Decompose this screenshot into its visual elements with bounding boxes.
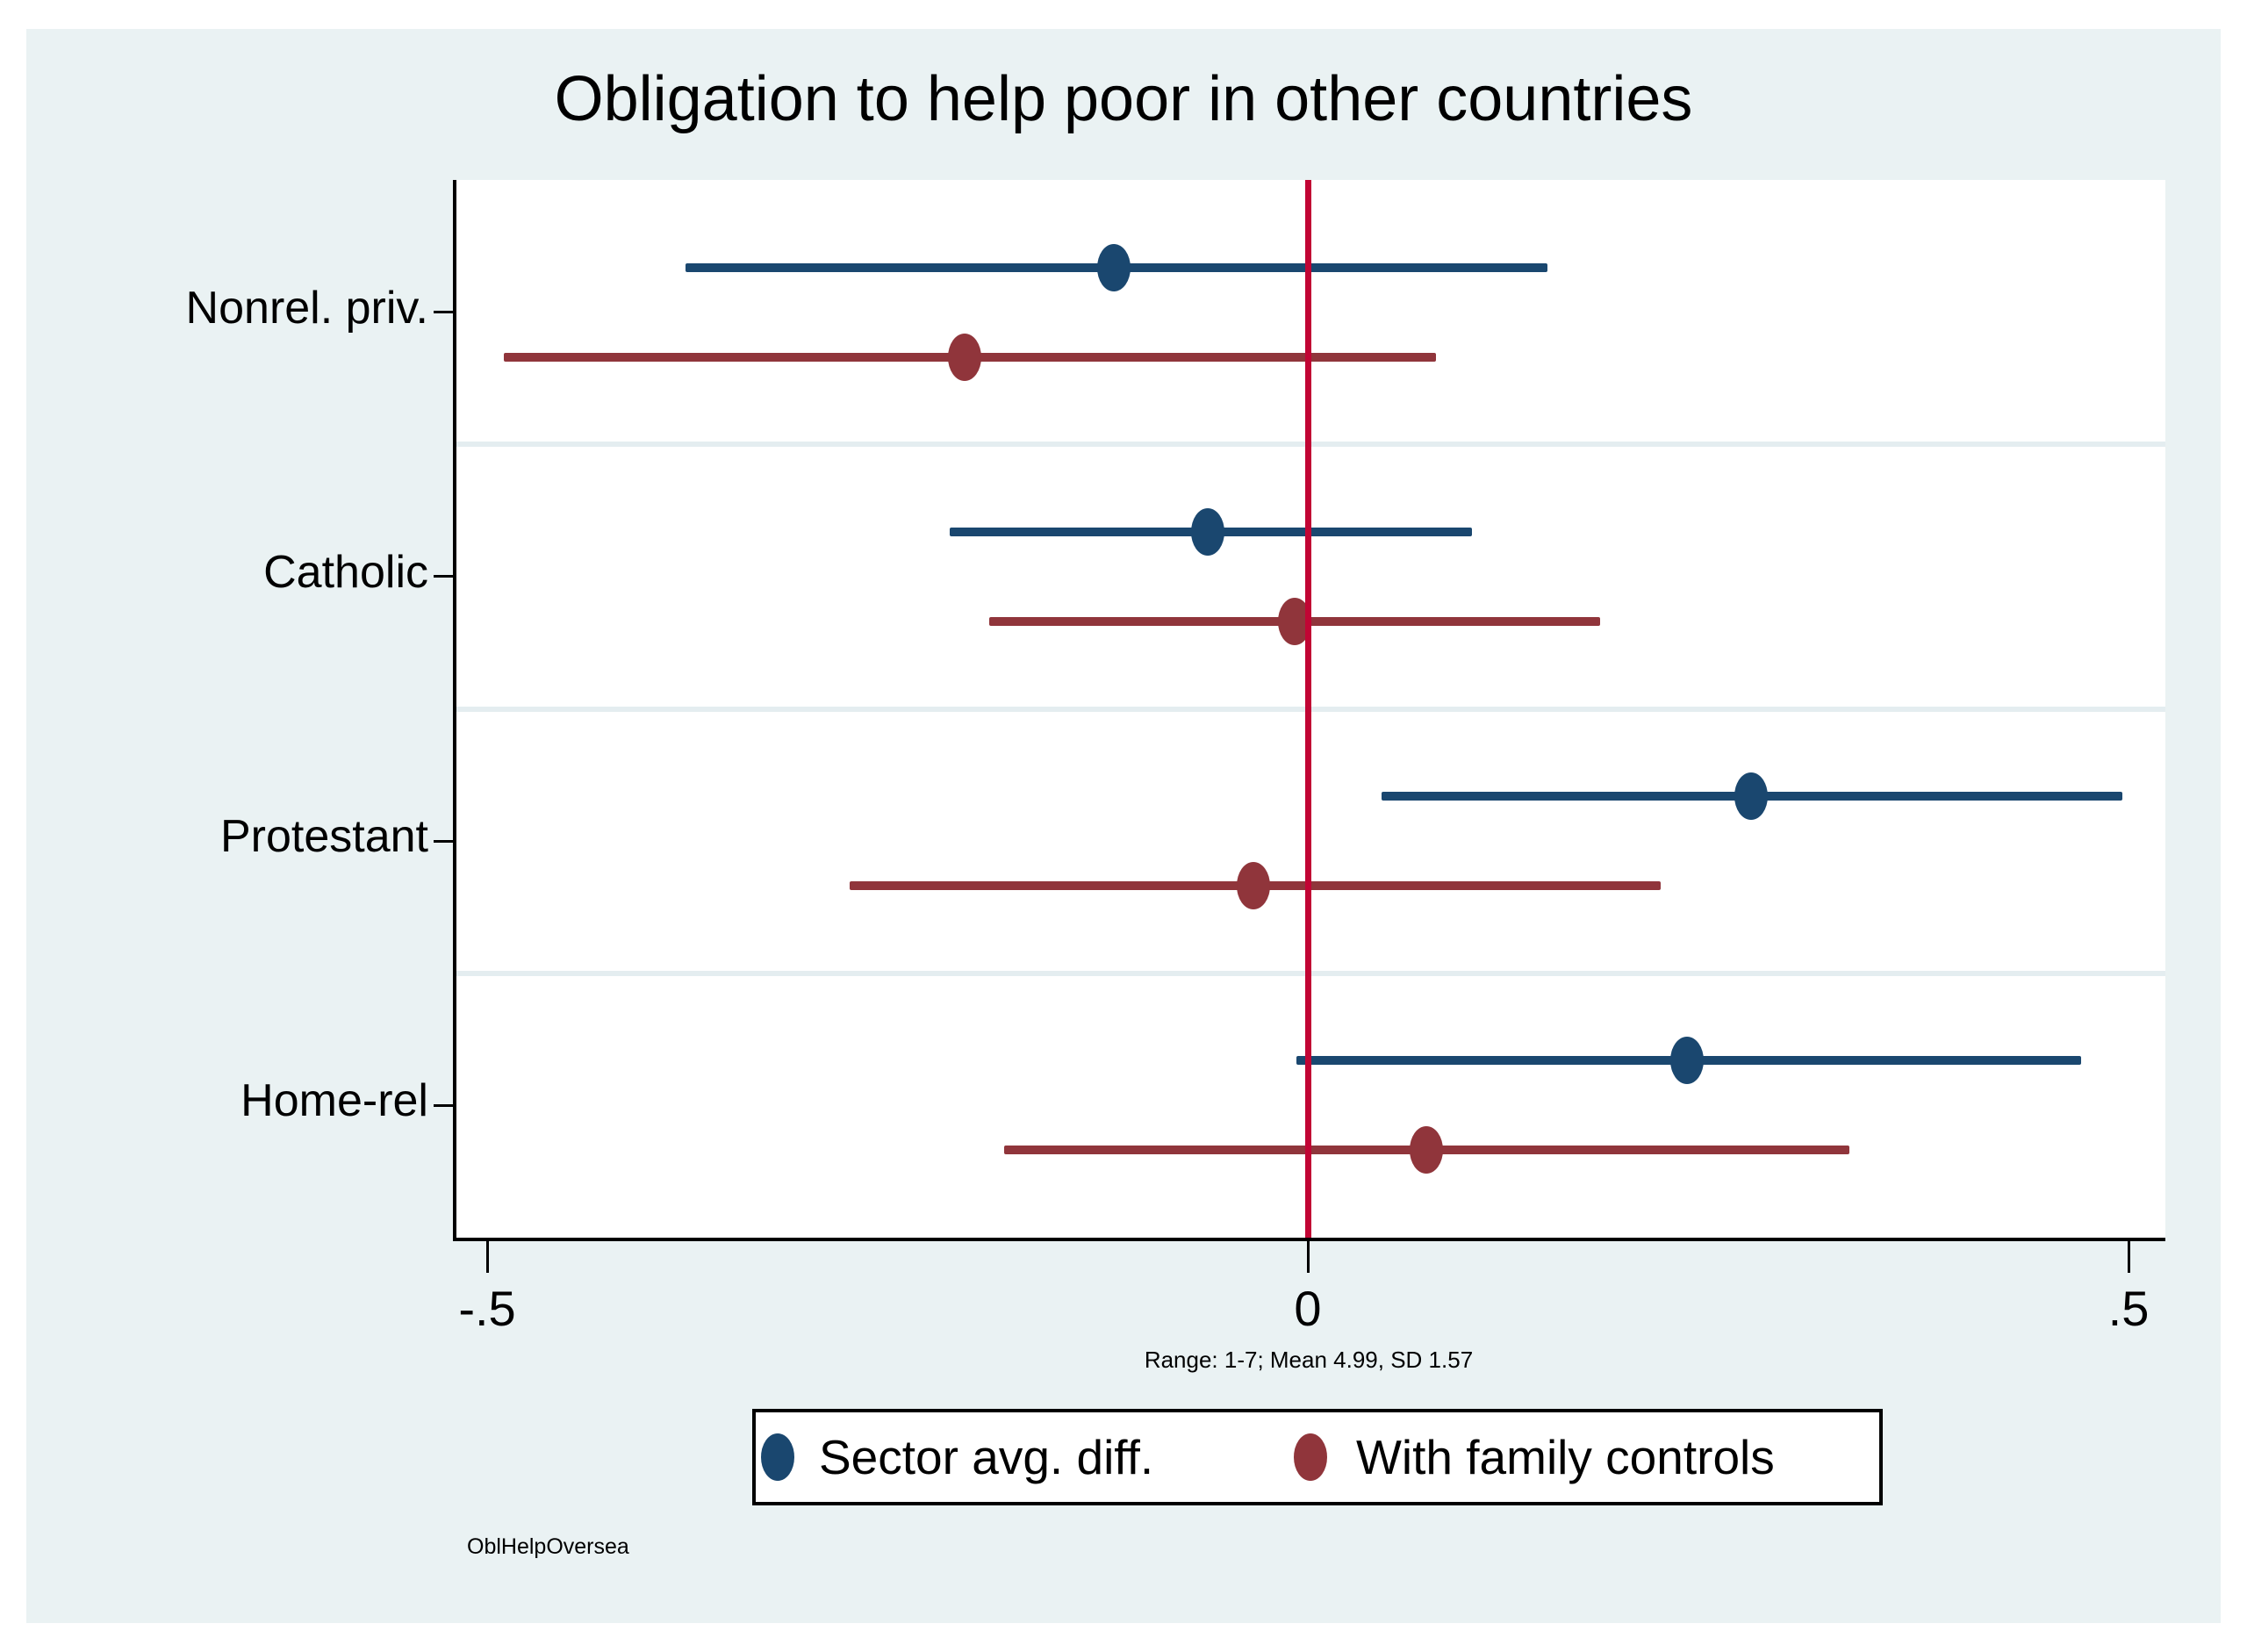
x-axis-tick [1306, 1241, 1310, 1273]
axis-note: Range: 1-7; Mean 4.99, SD 1.57 [1144, 1347, 1474, 1373]
zero-reference-line [1304, 180, 1311, 1238]
point-estimate-marker [1409, 1126, 1443, 1174]
x-axis-line [453, 1238, 2165, 1241]
y-axis-line [453, 180, 456, 1241]
point-estimate-marker [948, 333, 982, 381]
point-estimate-marker [1669, 1037, 1704, 1085]
legend-label-1: Sector avg. diff. [819, 1430, 1154, 1484]
category-gridline [456, 442, 2165, 448]
chart-title: Obligation to help poor in other countri… [554, 64, 1693, 134]
y-axis-tick [434, 311, 455, 314]
plot-area [456, 180, 2165, 1238]
legend-marker-1 [761, 1433, 794, 1481]
legend: Sector avg. diff. With family controls [752, 1409, 1883, 1505]
y-axis-tick [434, 839, 455, 843]
x-axis-tick-label: 0 [1294, 1281, 1322, 1336]
y-axis-tick [434, 575, 455, 578]
category-gridline [456, 706, 2165, 712]
x-axis-tick-label: -.5 [458, 1281, 516, 1336]
legend-label-2: With family controls [1356, 1430, 1775, 1484]
point-estimate-marker [1190, 507, 1224, 556]
legend-marker-2 [1294, 1433, 1327, 1481]
y-axis-category-label: Home-rel [240, 1075, 428, 1127]
x-axis-tick [485, 1241, 489, 1273]
y-axis-category-label: Protestant [219, 811, 428, 863]
x-axis-tick-label: .5 [2107, 1281, 2150, 1336]
category-gridline [456, 970, 2165, 976]
y-axis-category-label: Catholic [263, 546, 428, 598]
point-estimate-marker [1097, 243, 1131, 291]
watermark-label: OblHelpOversea [467, 1534, 629, 1559]
y-axis-category-label: Nonrel. priv. [185, 282, 428, 334]
point-estimate-marker [1734, 772, 1768, 821]
y-axis-tick [434, 1103, 455, 1107]
point-estimate-marker [1237, 862, 1271, 910]
x-axis-tick [2127, 1241, 2130, 1273]
